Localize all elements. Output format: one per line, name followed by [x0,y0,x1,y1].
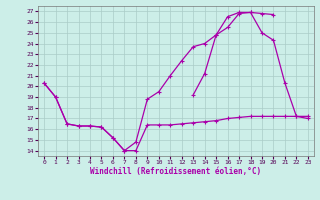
X-axis label: Windchill (Refroidissement éolien,°C): Windchill (Refroidissement éolien,°C) [91,167,261,176]
